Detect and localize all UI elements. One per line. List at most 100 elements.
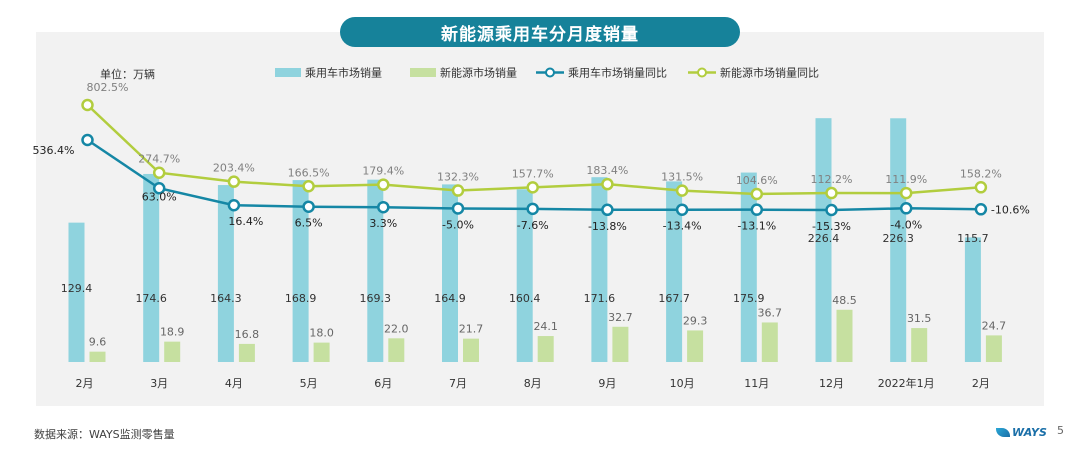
bar-nev-10 — [836, 309, 853, 362]
bar-nev-12 — [985, 335, 1002, 362]
passenger-yoy-point-9 — [750, 203, 764, 216]
nev-yoy-label-10: 112.2% — [811, 173, 853, 186]
bar-passenger-label-6: 160.4 — [509, 292, 541, 305]
nev-yoy-point-12 — [974, 181, 988, 194]
passenger-yoy-point-1 — [152, 182, 166, 195]
bar-nev-label-10: 48.5 — [832, 294, 857, 307]
passenger-yoy-point-8 — [675, 203, 689, 216]
bar-passenger-label-7: 171.6 — [584, 292, 616, 305]
x-tick-label-5: 7月 — [449, 377, 467, 390]
x-tick-label-0: 2月 — [76, 377, 94, 390]
passenger-yoy-point-2 — [227, 198, 241, 212]
bar-passenger-2 — [217, 185, 234, 362]
nev-yoy-point-2 — [227, 175, 241, 188]
bar-nev-label-7: 32.7 — [608, 311, 633, 324]
bar-nev-label-12: 24.7 — [982, 319, 1007, 332]
x-tick-label-6: 8月 — [524, 377, 542, 390]
bar-nev-label-8: 29.3 — [683, 314, 708, 327]
bar-nev-label-1: 18.9 — [160, 326, 185, 339]
lines — [81, 98, 988, 217]
passenger-yoy-label-3: 6.5% — [295, 217, 323, 230]
bar-passenger-9 — [740, 172, 757, 362]
bar-passenger-8 — [666, 181, 683, 362]
bar-passenger-4 — [367, 179, 384, 362]
bars — [68, 118, 1002, 362]
nev-yoy-label-6: 157.7% — [512, 167, 554, 180]
x-tick-label-12: 2月 — [972, 377, 990, 390]
nev-yoy-point-3 — [302, 180, 315, 193]
legend: 乘用车市场销量 新能源市场销量 乘用车市场销量同比 新能源市场销量同比 — [275, 66, 819, 80]
x-tick-label-3: 5月 — [300, 377, 318, 390]
x-tick-label-4: 6月 — [374, 377, 392, 390]
bar-passenger-label-12: 115.7 — [957, 232, 989, 245]
bar-nev-1 — [164, 341, 181, 362]
bar-passenger-label-4: 169.3 — [360, 292, 392, 305]
nev-yoy-point-0 — [81, 98, 94, 112]
bar-passenger-5 — [442, 184, 458, 362]
bar-nev-11 — [911, 328, 928, 362]
nev-yoy-point-4 — [377, 178, 390, 191]
passenger-yoy-point-11 — [899, 202, 913, 215]
bar-nev-label-4: 22.0 — [384, 322, 409, 335]
passenger-yoy-label-12: -10.6% — [991, 203, 1030, 216]
nev-yoy-point-10 — [825, 186, 838, 200]
passenger-yoy-point-10 — [825, 203, 838, 217]
nev-yoy-label-2: 203.4% — [213, 162, 255, 175]
passenger-yoy-point-12 — [974, 203, 988, 216]
logo-text: WAYS — [1012, 426, 1047, 439]
passenger-yoy-label-0: 536.4% — [33, 144, 75, 157]
nev-yoy-point-1 — [152, 166, 166, 179]
passenger-yoy-label-1: 63.0% — [142, 190, 177, 203]
passenger-yoy-label-2: 16.4% — [228, 215, 263, 228]
nev-yoy-label-8: 131.5% — [661, 171, 703, 184]
x-tick-label-2: 4月 — [225, 377, 243, 390]
x-tick-label-7: 9月 — [598, 377, 616, 390]
bar-nev-label-5: 21.7 — [459, 323, 484, 336]
bar-passenger-12 — [964, 237, 981, 362]
unit-label: 单位：万辆 — [100, 68, 155, 81]
passenger-yoy-label-9: -13.1% — [737, 220, 776, 233]
bar-passenger-label-5: 164.9 — [434, 292, 466, 305]
nev-yoy-label-12: 158.2% — [960, 167, 1002, 180]
passenger-yoy-point-3 — [302, 200, 315, 213]
bar-nev-label-3: 18.0 — [309, 327, 334, 340]
passenger-yoy-label-10: -15.3% — [812, 220, 851, 233]
bar-nev-label-2: 16.8 — [235, 328, 260, 341]
nev-yoy-point-6 — [526, 181, 539, 194]
bar-nev-8 — [687, 330, 704, 362]
nev-yoy-label-11: 111.9% — [885, 173, 927, 186]
passenger-yoy-label-11: -4.0% — [890, 218, 922, 231]
bar-passenger-label-10: 226.4 — [808, 232, 840, 245]
x-tick-label-9: 11月 — [744, 377, 769, 390]
bar-nev-label-11: 31.5 — [907, 312, 932, 325]
legend-marker-3 — [697, 67, 707, 78]
bar-nev-3 — [313, 342, 330, 362]
nev-yoy-label-5: 132.3% — [437, 171, 479, 184]
legend-label-3: 新能源市场销量同比 — [720, 66, 819, 80]
bar-nev-label-0: 9.6 — [89, 336, 107, 349]
bar-passenger-0 — [68, 222, 85, 362]
legend-swatch-0 — [275, 68, 301, 77]
bar-passenger-10 — [815, 118, 832, 362]
passenger-yoy-point-4 — [377, 200, 390, 214]
nev-yoy-label-1: 274.7% — [138, 153, 180, 166]
bar-passenger-6 — [516, 189, 533, 362]
data-labels: 129.4 9.6 174.6 18.9 164.3 16.8 168.9 18.0 169.3… — [33, 81, 1030, 349]
bar-nev-4 — [388, 338, 405, 362]
bar-nev-5 — [463, 338, 479, 362]
bar-passenger-label-1: 174.6 — [135, 292, 167, 305]
legend-swatch-1 — [410, 68, 436, 77]
legend-marker-2 — [545, 67, 555, 78]
bar-passenger-label-11: 226.3 — [882, 232, 914, 245]
passenger-yoy-point-6 — [526, 202, 539, 216]
passenger-yoy-point-0 — [81, 133, 94, 147]
x-tick-label-11: 2022年1月 — [878, 376, 935, 390]
passenger-yoy-label-8: -13.4% — [663, 220, 702, 233]
bar-nev-6 — [537, 336, 554, 362]
legend-label-0: 乘用车市场销量 — [305, 66, 382, 80]
passenger-yoy-label-7: -13.8% — [588, 220, 627, 233]
bar-nev-label-6: 24.1 — [533, 320, 558, 333]
passenger-yoy-label-4: 3.3% — [369, 217, 397, 230]
nev-yoy-label-0: 802.5% — [87, 81, 129, 94]
